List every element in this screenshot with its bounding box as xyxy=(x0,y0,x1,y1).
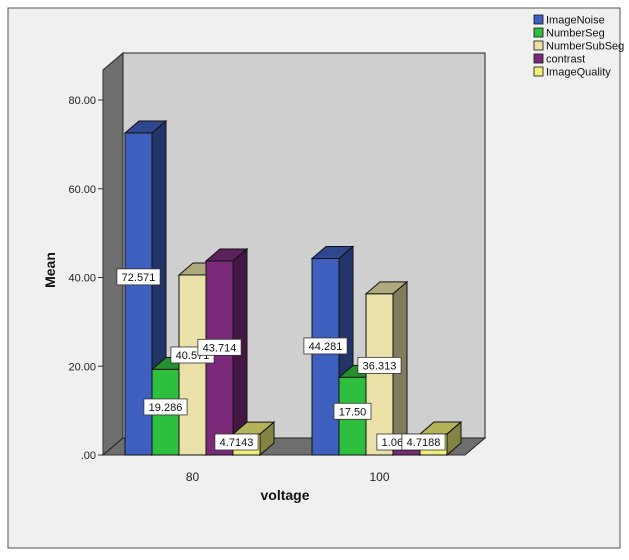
x-tick-label: 100 xyxy=(369,470,389,484)
data-label-text: 72.571 xyxy=(122,272,156,284)
y-tick-label: 60.00 xyxy=(68,184,96,196)
data-label-text: 17.50 xyxy=(339,406,367,418)
data-label: 19.286 xyxy=(143,398,188,416)
y-tick-label: 40.00 xyxy=(68,273,96,285)
data-label: 17.50 xyxy=(333,402,372,420)
legend-label: NumberSeg xyxy=(546,28,605,40)
data-label-box xyxy=(214,433,259,451)
legend-label: ImageNoise xyxy=(546,15,605,27)
bar xyxy=(365,293,394,456)
legend-label: NumberSubSeg xyxy=(546,41,624,53)
y-tick-label: 80.00 xyxy=(68,95,96,107)
data-label-box xyxy=(116,268,161,286)
legend-swatch xyxy=(533,66,544,77)
data-label-box xyxy=(357,356,402,374)
bar xyxy=(178,274,207,456)
data-labels: 72.57119.28640.57143.7144.714344.28117.5… xyxy=(116,268,446,451)
data-label: 4.7143 xyxy=(214,433,259,451)
legend-swatch xyxy=(533,40,544,51)
data-label-box xyxy=(401,433,446,451)
data-label: 43.714 xyxy=(197,338,242,356)
legend-swatch xyxy=(533,14,544,25)
y-axis-title: Mean xyxy=(42,252,58,288)
legend-label: ImageQuality xyxy=(546,67,611,79)
bar xyxy=(392,449,421,456)
legend-swatch xyxy=(533,53,544,64)
x-axis-title: voltage xyxy=(260,487,309,503)
data-label-text: 43.714 xyxy=(203,342,237,354)
x-tick-label: 80 xyxy=(186,470,200,484)
data-label: 44.281 xyxy=(303,337,348,355)
data-label-box xyxy=(333,402,372,420)
data-label-box xyxy=(143,398,188,416)
data-label: 4.7188 xyxy=(401,433,446,451)
data-label-box xyxy=(197,338,242,356)
bar xyxy=(311,258,340,456)
legend-label: contrast xyxy=(546,54,585,66)
data-label-text: 36.313 xyxy=(363,360,397,372)
y-tick-label: .00 xyxy=(81,450,96,462)
data-label-text: 44.281 xyxy=(309,341,343,353)
data-label-text: 19.286 xyxy=(149,402,183,414)
data-label-box xyxy=(303,337,348,355)
legend: ImageNoiseNumberSegNumberSubSegcontrastI… xyxy=(533,14,624,79)
data-label-text: 4.7188 xyxy=(407,437,441,449)
y-tick-label: 20.00 xyxy=(68,361,96,373)
side-wall xyxy=(102,51,124,457)
legend-swatch xyxy=(533,27,544,38)
data-label: 36.313 xyxy=(357,356,402,374)
data-label-text: 4.7143 xyxy=(220,437,254,449)
data-label: 72.571 xyxy=(116,268,161,286)
